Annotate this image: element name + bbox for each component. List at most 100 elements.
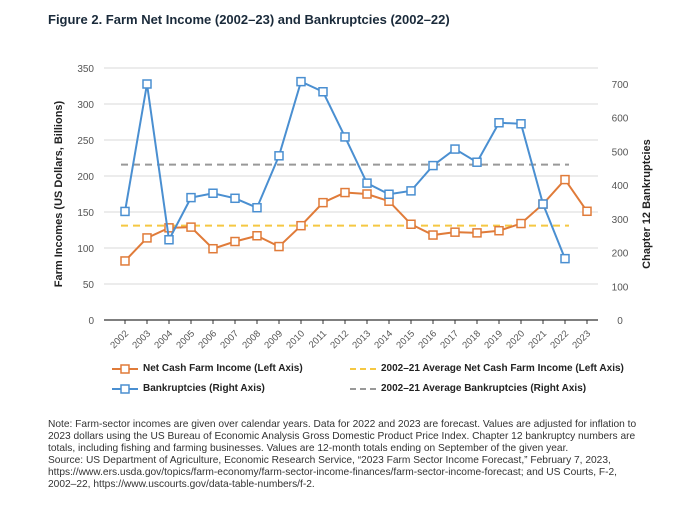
x-tick-label: 2007 (218, 328, 241, 351)
data-point (340, 132, 350, 142)
data-point (186, 192, 196, 203)
x-tick-label: 2016 (416, 328, 439, 351)
data-point (516, 119, 526, 129)
data-point (582, 206, 592, 217)
x-tick-label: 2023 (570, 328, 593, 351)
x-tick-label: 2018 (460, 328, 483, 351)
legend-item-bankruptcies: Bankruptcies (Right Axis) (112, 383, 265, 394)
x-tick-label: 2009 (262, 328, 285, 351)
data-point (142, 79, 152, 89)
data-point (274, 151, 284, 161)
legend-item-income: Net Cash Farm Income (Left Axis) (112, 363, 303, 374)
data-point (164, 223, 174, 233)
data-point (120, 206, 130, 217)
data-point (164, 235, 174, 245)
data-point (252, 202, 262, 213)
data-point (120, 256, 130, 266)
y-tick-label: 50 (83, 280, 95, 291)
y2-tick-label: 500 (612, 147, 629, 158)
data-point (494, 225, 504, 236)
y-tick-label: 250 (77, 136, 94, 147)
data-point (340, 187, 350, 198)
y-tick-label: 0 (88, 316, 94, 327)
x-tick-label: 2008 (240, 328, 263, 351)
legend-label: 2002–21 Average Net Cash Farm Income (Le… (381, 363, 624, 374)
data-point (296, 76, 306, 87)
data-point (186, 222, 196, 232)
x-tick-label: 2005 (174, 328, 197, 351)
data-point (274, 241, 284, 252)
data-point (494, 118, 504, 128)
data-point (450, 227, 460, 237)
y-tick-label: 350 (77, 64, 94, 75)
data-point (142, 233, 152, 243)
x-tick-label: 2013 (350, 328, 373, 351)
legend-item-avg-income: 2002–21 Average Net Cash Farm Income (Le… (350, 363, 624, 374)
data-point (428, 160, 438, 171)
data-point (406, 219, 416, 229)
income-legend-swatch-icon (112, 363, 138, 374)
y2-tick-label: 600 (612, 114, 629, 125)
data-point (472, 228, 482, 238)
y2-axis-label: Chapter 12 Bankruptcies (641, 139, 653, 269)
x-tick-label: 2015 (394, 328, 417, 351)
x-tick-label: 2014 (372, 328, 395, 351)
data-point (428, 230, 438, 240)
note-block: Note: Farm-sector incomes are given over… (48, 419, 648, 491)
data-point (296, 220, 306, 231)
data-point (406, 186, 416, 196)
data-point (384, 189, 394, 199)
data-point (230, 236, 240, 247)
data-point (318, 197, 328, 208)
y2-tick-label: 300 (612, 215, 629, 226)
y-tick-label: 150 (77, 208, 94, 219)
data-point (252, 231, 262, 241)
y-axis-label: Farm Incomes (US Dollars, Billions) (53, 100, 65, 287)
x-tick-label: 2002 (108, 328, 131, 351)
note-text: Note: Farm-sector incomes are given over… (48, 419, 637, 454)
data-point (516, 218, 526, 229)
legend-item-avg-bankruptcies: 2002–21 Average Bankruptcies (Right Axis… (350, 383, 586, 394)
x-tick-label: 2019 (482, 328, 505, 351)
series-line (124, 177, 588, 262)
data-point (230, 193, 240, 204)
legend-label: Net Cash Farm Income (Left Axis) (143, 363, 303, 374)
x-tick-label: 2004 (152, 328, 175, 351)
y-tick-label: 100 (77, 244, 94, 255)
source-text: Source: US Department of Agriculture, Ec… (48, 455, 617, 490)
x-tick-label: 2012 (328, 328, 351, 351)
y2-tick-label: 700 (612, 80, 629, 91)
chart-title: Figure 2. Farm Net Income (2002–23) and … (48, 12, 450, 27)
data-point (560, 174, 570, 185)
x-tick-label: 2021 (526, 328, 549, 351)
bankruptcies-legend-swatch-icon (112, 383, 138, 394)
avg-income-legend-swatch-icon (350, 367, 376, 370)
y-tick-label: 200 (77, 172, 94, 183)
data-point (362, 178, 372, 188)
x-tick-label: 2022 (548, 328, 571, 351)
data-point (450, 144, 460, 154)
data-point (560, 253, 570, 264)
y2-tick-label: 200 (612, 249, 629, 260)
data-point (538, 199, 548, 209)
data-point (472, 157, 482, 167)
chart: 0 50 100 150 200 250 300 350 0 100 200 300 400 500 600… (53, 64, 653, 351)
data-point (318, 87, 328, 97)
data-point (208, 188, 218, 198)
y2-tick-label: 400 (612, 181, 629, 192)
y2-tick-label: 0 (617, 316, 623, 327)
x-tick-label: 2011 (307, 328, 329, 350)
y-tick-label: 300 (77, 100, 94, 111)
x-tick-label: 2006 (196, 328, 219, 351)
x-tick-label: 2003 (130, 328, 153, 351)
x-tick-label: 2017 (438, 328, 461, 351)
data-point (208, 243, 218, 254)
avg-bankruptcies-legend-swatch-icon (350, 387, 376, 390)
legend-label: 2002–21 Average Bankruptcies (Right Axis… (381, 383, 587, 394)
x-tick-label: 2020 (504, 328, 527, 351)
x-tick-label: 2010 (284, 328, 307, 351)
legend-label: Bankruptcies (Right Axis) (143, 383, 265, 394)
y2-tick-label: 100 (612, 282, 629, 293)
data-point (362, 189, 372, 199)
